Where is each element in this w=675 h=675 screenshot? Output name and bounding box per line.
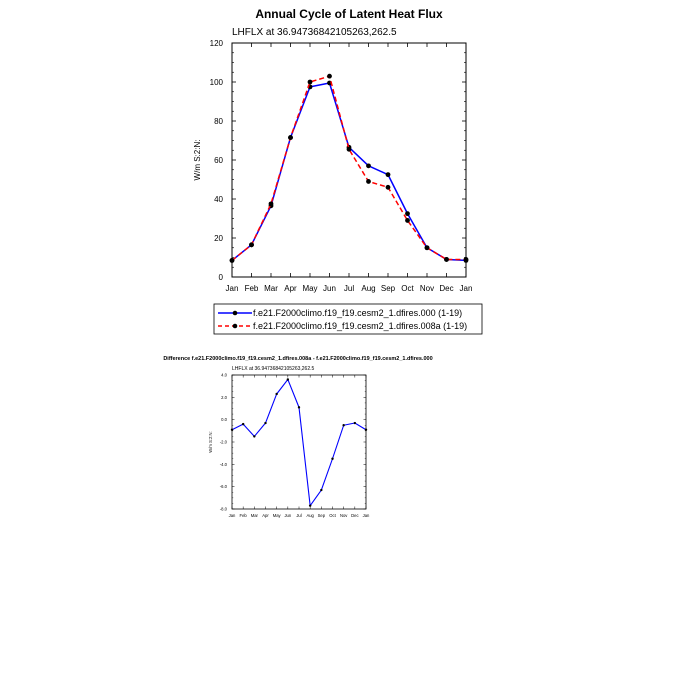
diff-chart-title: Difference f.e21.F2000climo.f19_f19.cesm… bbox=[163, 356, 432, 362]
diff-chart: Difference f.e21.F2000climo.f19_f19.cesm… bbox=[163, 356, 432, 518]
main-x-ticks: Jan Feb Mar Apr May Jun Jul Aug Sep Oct Nov Dec Jan bbox=[226, 43, 473, 293]
main-series-2-point bbox=[444, 257, 449, 262]
diff-y-tick-label: 2.0 bbox=[221, 395, 227, 400]
main-series-line-2 bbox=[231, 75, 466, 262]
diff-series-1-point bbox=[297, 406, 301, 409]
diff-series-1-point bbox=[353, 421, 357, 425]
main-series-2-point bbox=[424, 245, 430, 251]
diff-series-1-point bbox=[264, 421, 267, 425]
main-series-2-point bbox=[463, 257, 469, 262]
main-x-tick-label: Dec bbox=[439, 284, 453, 293]
diff-series-1-point bbox=[286, 378, 290, 381]
legend-label-series-2: f.e21.F2000climo.f19_f19.cesm2_1.dfires.… bbox=[253, 321, 467, 331]
main-y-tick-label: 120 bbox=[210, 39, 224, 48]
main-series-1-point bbox=[366, 163, 371, 169]
legend-marker-series-2 bbox=[232, 323, 238, 329]
main-x-tick-label: Jan bbox=[460, 284, 473, 293]
main-x-tick-label: Jan bbox=[226, 284, 239, 293]
main-y-tick-label: 20 bbox=[214, 234, 223, 243]
diff-plot-frame bbox=[231, 374, 367, 510]
main-x-tick-label: Oct bbox=[401, 284, 414, 293]
diff-x-tick-label: May bbox=[273, 513, 282, 518]
diff-x-tick-label: Dec bbox=[351, 513, 358, 518]
diff-x-tick-label: Aug bbox=[306, 513, 314, 518]
main-legend-box bbox=[213, 303, 483, 335]
diff-x-tick-label: Feb bbox=[240, 513, 248, 518]
main-y-tick-label: 40 bbox=[214, 195, 223, 204]
diff-y-tick-label: -4.0 bbox=[220, 462, 228, 467]
main-x-tick-label: Sep bbox=[381, 284, 396, 293]
diff-x-tick-label: Sep bbox=[318, 513, 326, 518]
diff-y-ticks: -8.0 -6.0 -4.0 -2.0 0.0 2.0 4.0 bbox=[220, 373, 366, 512]
diff-series-1-point bbox=[308, 504, 312, 507]
diff-series-1-point bbox=[275, 392, 278, 396]
main-y-tick-label: 60 bbox=[214, 156, 223, 165]
main-x-tick-label: May bbox=[302, 284, 317, 293]
main-chart: Annual Cycle of Latent Heat Flux LHFLX a… bbox=[193, 7, 483, 335]
main-series-2-point bbox=[327, 73, 332, 79]
diff-y-tick-label: -6.0 bbox=[220, 484, 228, 489]
main-series-2-point bbox=[288, 135, 293, 140]
diff-x-tick-label: Jul bbox=[296, 513, 301, 518]
diff-y-tick-label: 4.0 bbox=[221, 373, 227, 378]
diff-series-1-point bbox=[320, 488, 323, 492]
main-plot-frame bbox=[231, 42, 467, 278]
diff-series-group bbox=[230, 378, 368, 507]
main-series-2-point bbox=[307, 79, 313, 85]
diff-y-tick-label: -2.0 bbox=[220, 440, 228, 445]
main-series-2-point bbox=[346, 146, 352, 152]
main-series-2-point bbox=[366, 179, 371, 184]
main-x-tick-label: Aug bbox=[361, 284, 375, 293]
main-x-tick-label: Apr bbox=[284, 284, 297, 293]
diff-x-tick-label: Oct bbox=[329, 513, 336, 518]
main-series-2-point bbox=[268, 201, 274, 207]
main-y-ticks: 0 20 40 60 80 100 120 bbox=[210, 39, 466, 282]
diff-x-tick-label: Jan bbox=[363, 513, 370, 518]
main-chart-title: Annual Cycle of Latent Heat Flux bbox=[255, 7, 443, 21]
main-series-1-point bbox=[385, 172, 391, 178]
main-y-axis-label: W/m S:2:N: bbox=[193, 140, 202, 181]
main-x-tick-label: Feb bbox=[245, 284, 259, 293]
main-series-1-point bbox=[405, 211, 410, 217]
legend-marker-series-1 bbox=[232, 310, 238, 316]
diff-x-tick-label: Jun bbox=[284, 513, 291, 518]
diff-y-tick-label: -8.0 bbox=[220, 507, 228, 512]
diff-series-1-point bbox=[342, 424, 345, 427]
legend-label-series-1: f.e21.F2000climo.f19_f19.cesm2_1.dfires.… bbox=[253, 308, 462, 318]
main-legend: f.e21.F2000climo.f19_f19.cesm2_1.dfires.… bbox=[213, 303, 483, 335]
diff-x-tick-label: Nov bbox=[340, 513, 348, 518]
diff-series-1-point bbox=[331, 457, 334, 460]
main-series-2-point bbox=[405, 218, 410, 223]
diff-chart-subtitle: LHFLX at 36.94736842105263,262.5 bbox=[232, 366, 315, 372]
diff-x-ticks: Jan Feb Mar Apr May Jun Jul Aug Sep Oct Nov Dec Jan bbox=[229, 375, 370, 518]
diff-y-tick-label: 0.0 bbox=[221, 417, 227, 422]
main-x-tick-label: Mar bbox=[264, 284, 278, 293]
diff-series-1-point bbox=[364, 428, 368, 431]
main-y-tick-label: 80 bbox=[214, 117, 223, 126]
main-x-tick-label: Nov bbox=[420, 284, 434, 293]
main-series-line-1 bbox=[231, 82, 467, 262]
diff-x-tick-label: Apr bbox=[262, 513, 269, 518]
main-series-2-point bbox=[385, 184, 391, 190]
diff-y-axis-label: W/m S:2:N: bbox=[208, 431, 213, 452]
main-series-group bbox=[229, 73, 469, 263]
main-x-tick-label: Jul bbox=[344, 284, 354, 293]
diff-series-1-point bbox=[230, 428, 234, 431]
main-series-2-point bbox=[249, 242, 254, 248]
diff-series-1-point bbox=[241, 422, 245, 426]
main-x-tick-label: Jun bbox=[323, 284, 336, 293]
main-y-tick-label: 100 bbox=[210, 78, 224, 87]
main-series-2-point bbox=[229, 258, 235, 263]
diff-x-tick-label: Mar bbox=[251, 513, 259, 518]
diff-x-tick-label: Jan bbox=[229, 513, 236, 518]
diff-series-1-point bbox=[253, 435, 256, 438]
diff-series-line-1 bbox=[231, 378, 367, 507]
main-y-tick-label: 0 bbox=[219, 273, 224, 282]
main-chart-subtitle: LHFLX at 36.94736842105263,262.5 bbox=[232, 27, 397, 38]
